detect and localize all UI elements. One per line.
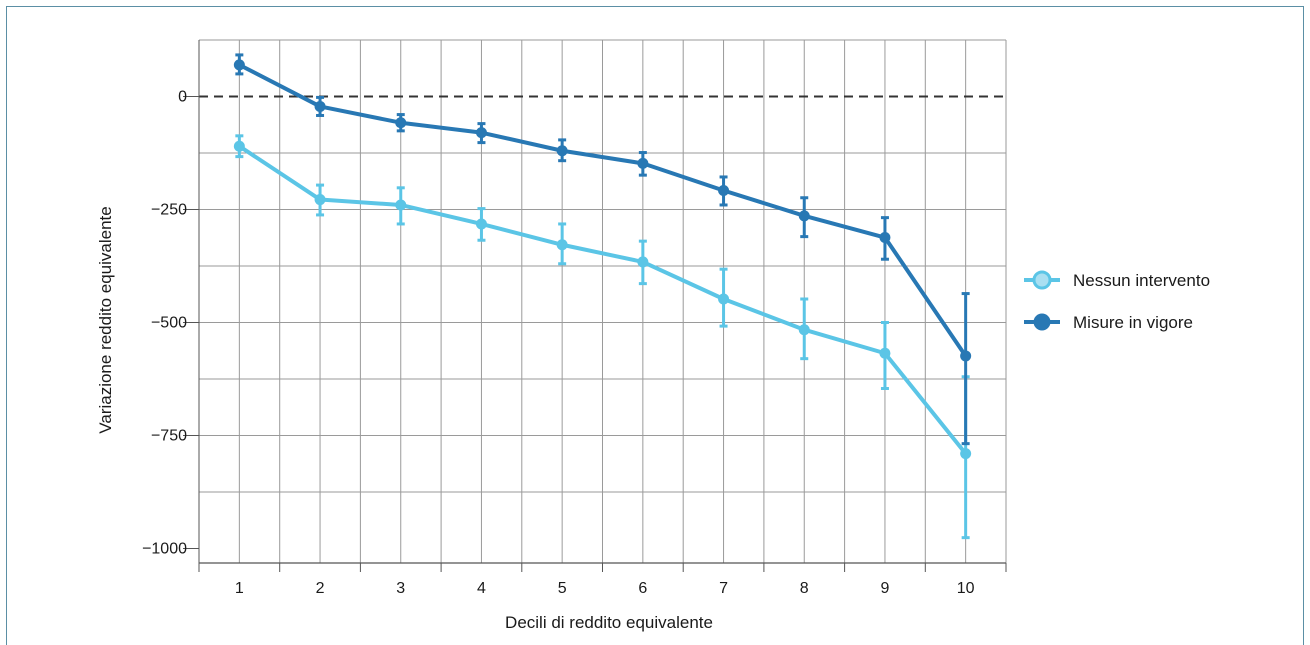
x-tick-label: 2 [316, 580, 325, 597]
data-point [395, 117, 407, 129]
x-tick-label: 7 [719, 580, 728, 597]
y-tick-label: −500 [151, 315, 187, 332]
data-point [475, 218, 487, 230]
data-point [314, 194, 326, 206]
data-point [960, 350, 972, 362]
series-line [238, 144, 968, 455]
legend: Nessun intervento Misure in vigore [1024, 270, 1210, 332]
y-tick-label: −250 [151, 202, 187, 219]
x-tick-label: 10 [957, 580, 975, 597]
data-point [637, 256, 649, 268]
x-tick-label: 4 [477, 580, 486, 597]
x-tick-label: 6 [638, 580, 647, 597]
data-point [475, 127, 487, 139]
x-tick-label: 3 [396, 580, 405, 597]
data-point [718, 293, 730, 305]
data-point [879, 347, 891, 359]
chart-frame [6, 6, 1304, 645]
x-tick-label: 9 [880, 580, 889, 597]
data-point [233, 59, 245, 71]
data-point [556, 239, 568, 251]
series-2 [233, 53, 972, 446]
legend-label: Misure in vigore [1073, 313, 1193, 332]
data-point [798, 210, 810, 222]
data-point [637, 157, 649, 169]
y-axis-title: Variazione reddito equivalente [96, 206, 115, 433]
data-point [395, 199, 407, 211]
data-point [233, 140, 245, 152]
data-point [960, 448, 972, 460]
series-layer [233, 53, 972, 540]
data-point [718, 185, 730, 197]
y-tick-labels: 0 −250 −500 −750 −1000 [142, 89, 199, 558]
legend-label: Nessun intervento [1073, 271, 1210, 290]
y-tick-label: 0 [178, 89, 187, 106]
series-line [238, 63, 968, 358]
data-point [556, 145, 568, 157]
axes [198, 40, 1007, 572]
series-1 [233, 134, 972, 540]
x-tick-label: 8 [800, 580, 809, 597]
grid [198, 39, 1007, 563]
x-axis-title: Decili di reddito equivalente [505, 613, 713, 632]
legend-marker [1033, 313, 1051, 331]
data-point [798, 324, 810, 336]
x-tick-label: 5 [558, 580, 567, 597]
y-tick-label: −750 [151, 428, 187, 445]
x-tick-label: 1 [235, 580, 244, 597]
x-tick-labels: 1 2 3 4 5 6 7 8 9 10 [235, 580, 975, 597]
y-tick-label: −1000 [142, 541, 187, 558]
data-point [314, 100, 326, 112]
legend-marker [1032, 270, 1052, 290]
data-point [879, 232, 891, 244]
